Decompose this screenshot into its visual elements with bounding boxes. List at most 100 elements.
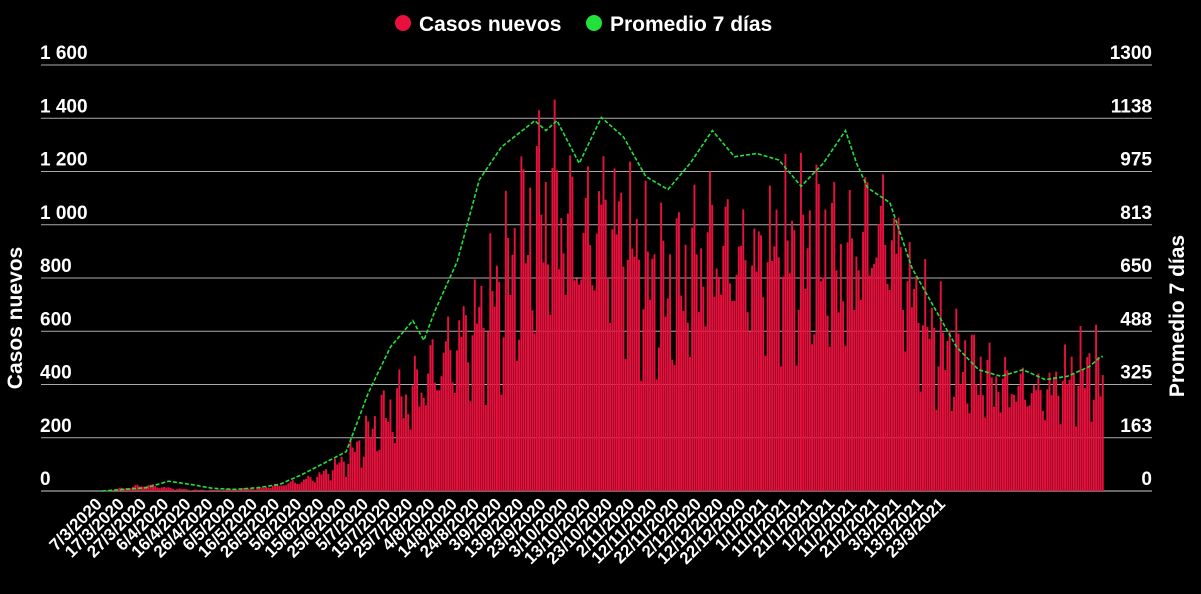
right-tick-label: 0 [1141,469,1152,490]
bar [167,487,170,491]
bar [558,269,561,491]
bar [420,392,423,491]
bar [735,274,738,491]
bar [600,204,603,491]
bar [289,481,292,491]
legend-label-promedio: Promedio 7 días [610,13,772,36]
bar [258,487,261,491]
bar [626,259,629,491]
bar [1037,373,1040,491]
bar [302,479,305,491]
bar [649,299,652,491]
bar [529,187,532,491]
bar [1048,372,1051,491]
bar [371,428,374,491]
bar [928,338,931,491]
bar [975,384,978,491]
bar [538,110,541,492]
bar [453,392,456,491]
right-tick-label: 975 [1120,150,1152,171]
bar [786,240,789,491]
bar [988,342,991,491]
bar [331,470,334,491]
bar [613,168,616,491]
bar [578,284,581,491]
bar [405,394,407,491]
bar [640,380,643,491]
bar [314,482,316,491]
bar [717,276,720,491]
bar [495,265,498,491]
bar [458,320,461,491]
bar [751,265,754,491]
bar [1088,353,1091,491]
bar [742,209,745,491]
bar [664,316,667,491]
bar [1055,371,1058,491]
bar [298,484,301,491]
bar [999,412,1002,491]
bar [593,290,596,491]
bar [362,456,365,491]
legend: Casos nuevos Promedio 7 días [395,13,772,36]
bar [211,489,214,491]
bar [118,487,121,491]
bar [706,232,709,492]
bar [200,489,203,491]
bar [629,161,632,491]
bars-casos-nuevos [103,99,1104,492]
bar [977,395,980,491]
bar [990,377,993,491]
bar [775,209,778,491]
bar [1028,405,1031,491]
left-tick-label: 200 [40,416,72,437]
bar [862,232,865,491]
bar [937,366,940,491]
bar [720,294,723,491]
bar [305,478,308,491]
bar [325,469,328,491]
bar [653,254,656,491]
bar [322,470,325,491]
bar [964,340,967,491]
bar [853,309,856,491]
bar [890,240,893,491]
bar [172,488,174,491]
bar [1077,385,1080,491]
bar [365,415,367,491]
bar [1095,324,1098,491]
bar [491,291,494,491]
left-tick-label: 1 200 [40,150,88,171]
bar [462,306,465,491]
bar [1059,424,1062,491]
bar [1084,388,1086,491]
bar [882,174,885,491]
bar [1006,370,1009,491]
bar [409,429,412,491]
bar [1086,357,1089,491]
bar [644,180,647,491]
bar [449,350,452,491]
bar [1044,420,1047,491]
bar [509,294,512,491]
bar [1057,395,1060,491]
bar [391,432,394,491]
bar [460,336,463,491]
bar [553,99,556,491]
bar [831,202,833,491]
bar [702,286,705,491]
bar [478,306,481,491]
bar [795,365,798,491]
bar [451,382,454,491]
bar [105,490,108,491]
bar [633,257,636,491]
bar [595,233,598,491]
bar [609,322,612,491]
bar [873,263,876,491]
bar [624,358,627,491]
bar [207,490,210,491]
bar [961,371,964,491]
bar [981,395,984,491]
bar [338,462,341,491]
bar [733,300,736,491]
